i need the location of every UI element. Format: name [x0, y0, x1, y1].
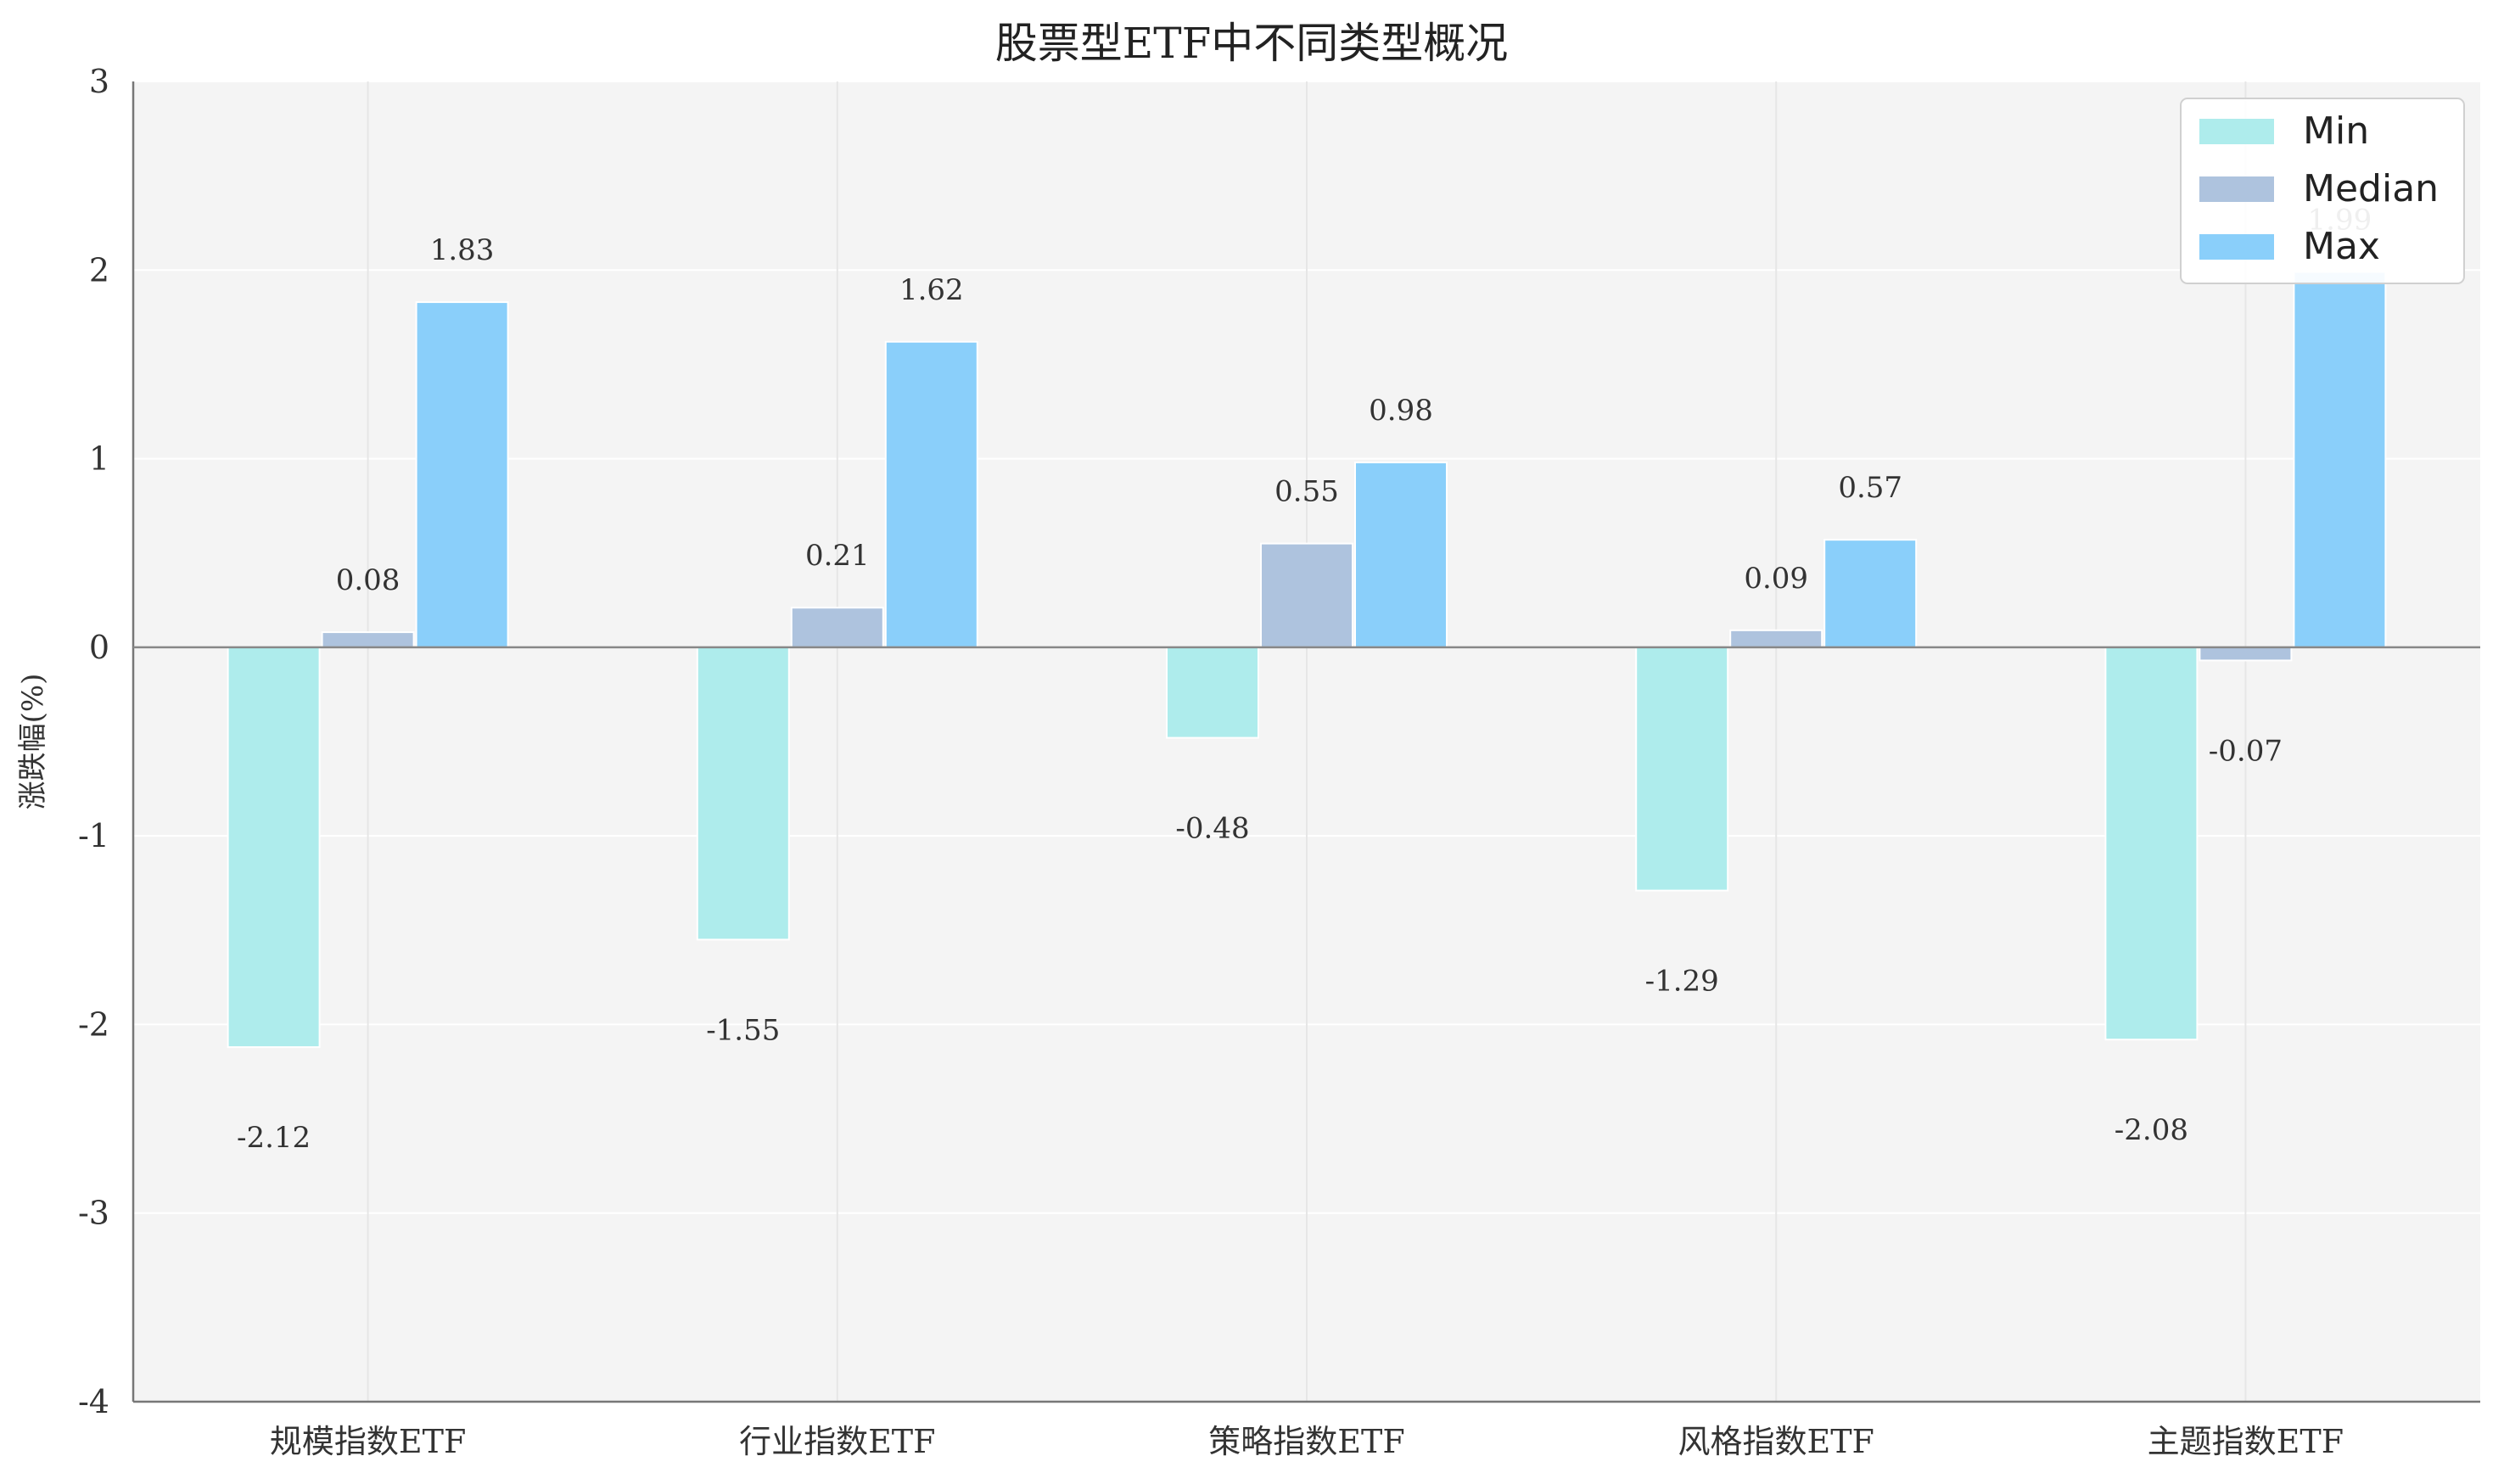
legend-label-max: Max: [2303, 225, 2380, 268]
y-tick-label: 2: [89, 251, 109, 288]
y-tick-label: 3: [89, 63, 109, 100]
x-tick-label: 风格指数ETF: [1678, 1423, 1874, 1460]
y-tick-label: 1: [89, 440, 109, 478]
bar-min: [227, 646, 321, 1049]
x-tick-label: 主题指数ETF: [2148, 1423, 2344, 1460]
data-label: 1.62: [899, 273, 964, 307]
data-label: 0.09: [1744, 562, 1808, 596]
bar-max: [2293, 271, 2387, 648]
legend-label-median: Median: [2303, 167, 2439, 210]
data-label: -1.55: [706, 1013, 780, 1047]
bar-max: [1354, 462, 1448, 648]
data-label: 1.83: [430, 233, 495, 267]
legend-swatch-min: [2199, 119, 2274, 144]
data-label: 0.57: [1838, 471, 1902, 505]
bar-min: [1635, 646, 1729, 892]
y-axis-label: 涨跌幅(%): [16, 674, 50, 810]
bar-median: [321, 631, 415, 648]
legend: Min Median Max: [2180, 98, 2465, 284]
bar-max: [884, 340, 978, 648]
y-tick-label: -2: [78, 1005, 109, 1043]
data-label: 0.98: [1369, 394, 1433, 428]
bar-min: [1166, 646, 1259, 739]
x-tick-label: 规模指数ETF: [270, 1423, 466, 1460]
x-tick-label: 行业指数ETF: [739, 1423, 935, 1460]
x-tick-label: 策略指数ETF: [1208, 1423, 1404, 1460]
chart-title: 股票型ETF中不同类型概况: [995, 19, 1509, 68]
data-label: -1.29: [1645, 965, 1719, 999]
data-label: -2.08: [2115, 1113, 2188, 1147]
bar-max: [415, 301, 509, 648]
data-label: -0.48: [1175, 812, 1249, 846]
bar-median: [790, 607, 884, 648]
bar-median: [2199, 646, 2293, 662]
data-label: 0.08: [336, 563, 401, 597]
y-tick-label: -4: [78, 1383, 109, 1420]
bar-max: [1823, 539, 1918, 648]
y-tick-label: -1: [78, 817, 109, 854]
y-tick-label: 0: [89, 629, 109, 666]
y-tick-label: -3: [78, 1195, 109, 1232]
bar-median: [1729, 629, 1823, 648]
data-label: -0.07: [2209, 734, 2283, 768]
data-label: 0.21: [805, 539, 870, 573]
bar-median: [1260, 542, 1353, 648]
legend-swatch-max: [2199, 234, 2274, 260]
data-label: 0.55: [1274, 475, 1339, 509]
plot-area: -4 -3 -2 -1 0 1 2 3 -2.12 0.08 1.83 规模指数ETF -1.55 0.2…: [78, 63, 2480, 1460]
bar-min: [696, 646, 790, 941]
legend-swatch-median: [2199, 176, 2274, 202]
data-label: -2.12: [237, 1121, 311, 1155]
legend-label-min: Min: [2303, 109, 2369, 153]
bar-min: [2104, 646, 2199, 1041]
